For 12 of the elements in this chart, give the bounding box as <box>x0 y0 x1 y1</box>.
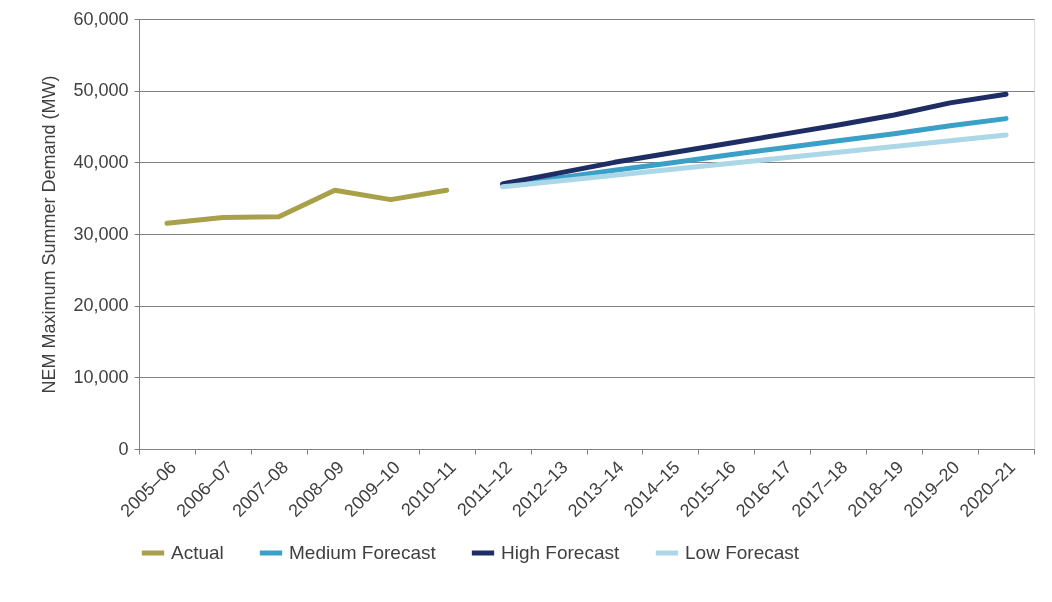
y-tick-label: 0 <box>118 438 129 459</box>
y-tick-label: 20,000 <box>73 295 129 316</box>
legend-label: Low Forecast <box>685 542 800 563</box>
y-tick-label: 10,000 <box>73 366 129 387</box>
legend-label: Medium Forecast <box>289 542 437 563</box>
y-tick-label: 40,000 <box>73 151 129 172</box>
legend-label: High Forecast <box>501 542 620 563</box>
y-tick-label: 30,000 <box>73 223 129 244</box>
y-tick-label: 50,000 <box>73 80 129 101</box>
legend-label: Actual <box>171 542 224 563</box>
y-axis-title: NEM Maximum Summer Demand (MW) <box>39 75 60 394</box>
y-tick-label: 60,000 <box>73 8 129 29</box>
